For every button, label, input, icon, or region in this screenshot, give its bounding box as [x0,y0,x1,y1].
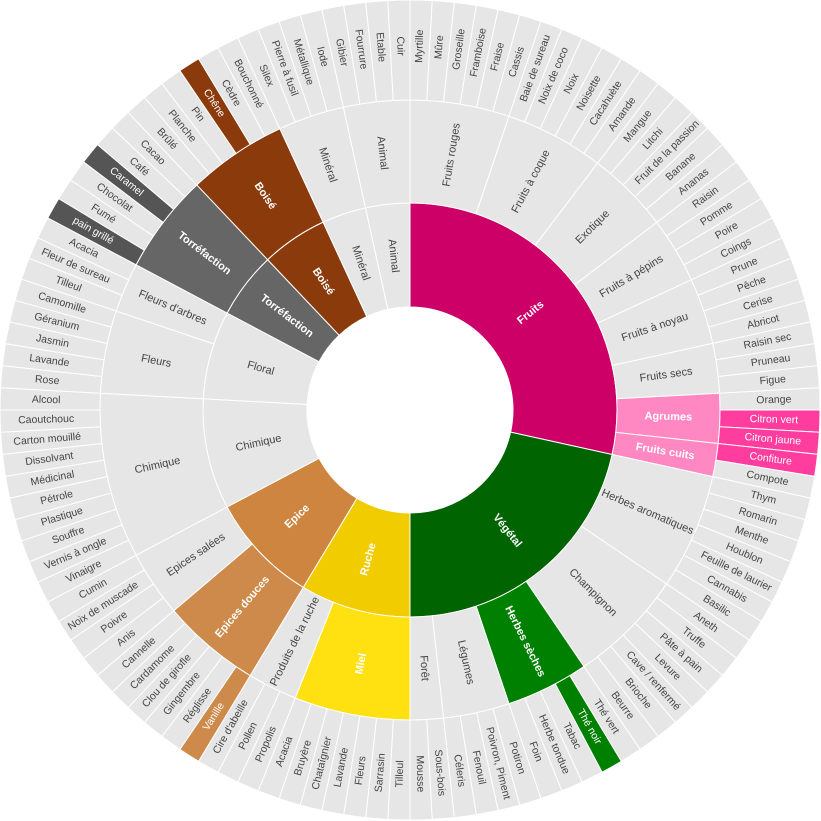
aroma-lavande-label: Lavande [29,352,71,369]
aroma-celeris-label: Céleris [451,754,467,788]
aroma-sous-bois-label: Sous-bois [432,749,448,797]
sub-miel-label: Miel [353,652,369,675]
aroma-fourrure-label: Fourrure [352,29,369,71]
aroma-orange-label: Orange [756,393,791,406]
aroma-figue-label: Figue [759,373,786,387]
aroma-etable-label: Etable [373,32,387,63]
aroma-alcool-label: Alcool [32,394,61,407]
category-ring: FruitsVégétalRucheEpiceChimiqueFloralTor… [202,202,618,618]
aroma-mure-label: Mûre [432,35,446,60]
aroma-cuir-segment [387,0,411,101]
aroma-groseille-label: Groseille [450,28,468,71]
cat-animal-label: Animal [386,239,402,274]
sub-animal-label: Animal [374,136,390,171]
aroma-cuir-label: Cuir [394,36,407,56]
aroma-citron-jaune-label: Citron jaune [744,431,802,448]
aroma-gibier-label: Gibier [333,38,350,68]
sub-foret-label: Forêt [417,655,430,681]
aroma-tilleul-label: Tilleul [394,760,407,787]
sub-agrumes-label: Agrumes [644,410,692,423]
aroma-sarrasin-label: Sarrasin [373,753,388,793]
aroma-fleurs-label: Fleurs [353,755,369,786]
aroma-mousse-label: Mousse [414,755,427,792]
aroma-citron-vert-label: Citron vert [750,413,799,426]
aroma-myrtille-label: Myrtille [413,29,426,63]
aroma-iode-label: Iode [314,45,331,68]
aroma-confiture-label: Confiture [749,450,793,468]
aroma-carton-mouille-label: Carton mouillé [13,431,82,448]
aroma-caoutchouc-label: Caoutchouc [18,413,74,427]
sub-fleurs-label: Fleurs [140,352,173,370]
aroma-pruneau-label: Pruneau [750,352,791,369]
aroma-rose-label: Rose [35,373,61,387]
subcategory-ring: Fruits rouges Fruits à coqueExotiqueFruit… [99,99,721,721]
